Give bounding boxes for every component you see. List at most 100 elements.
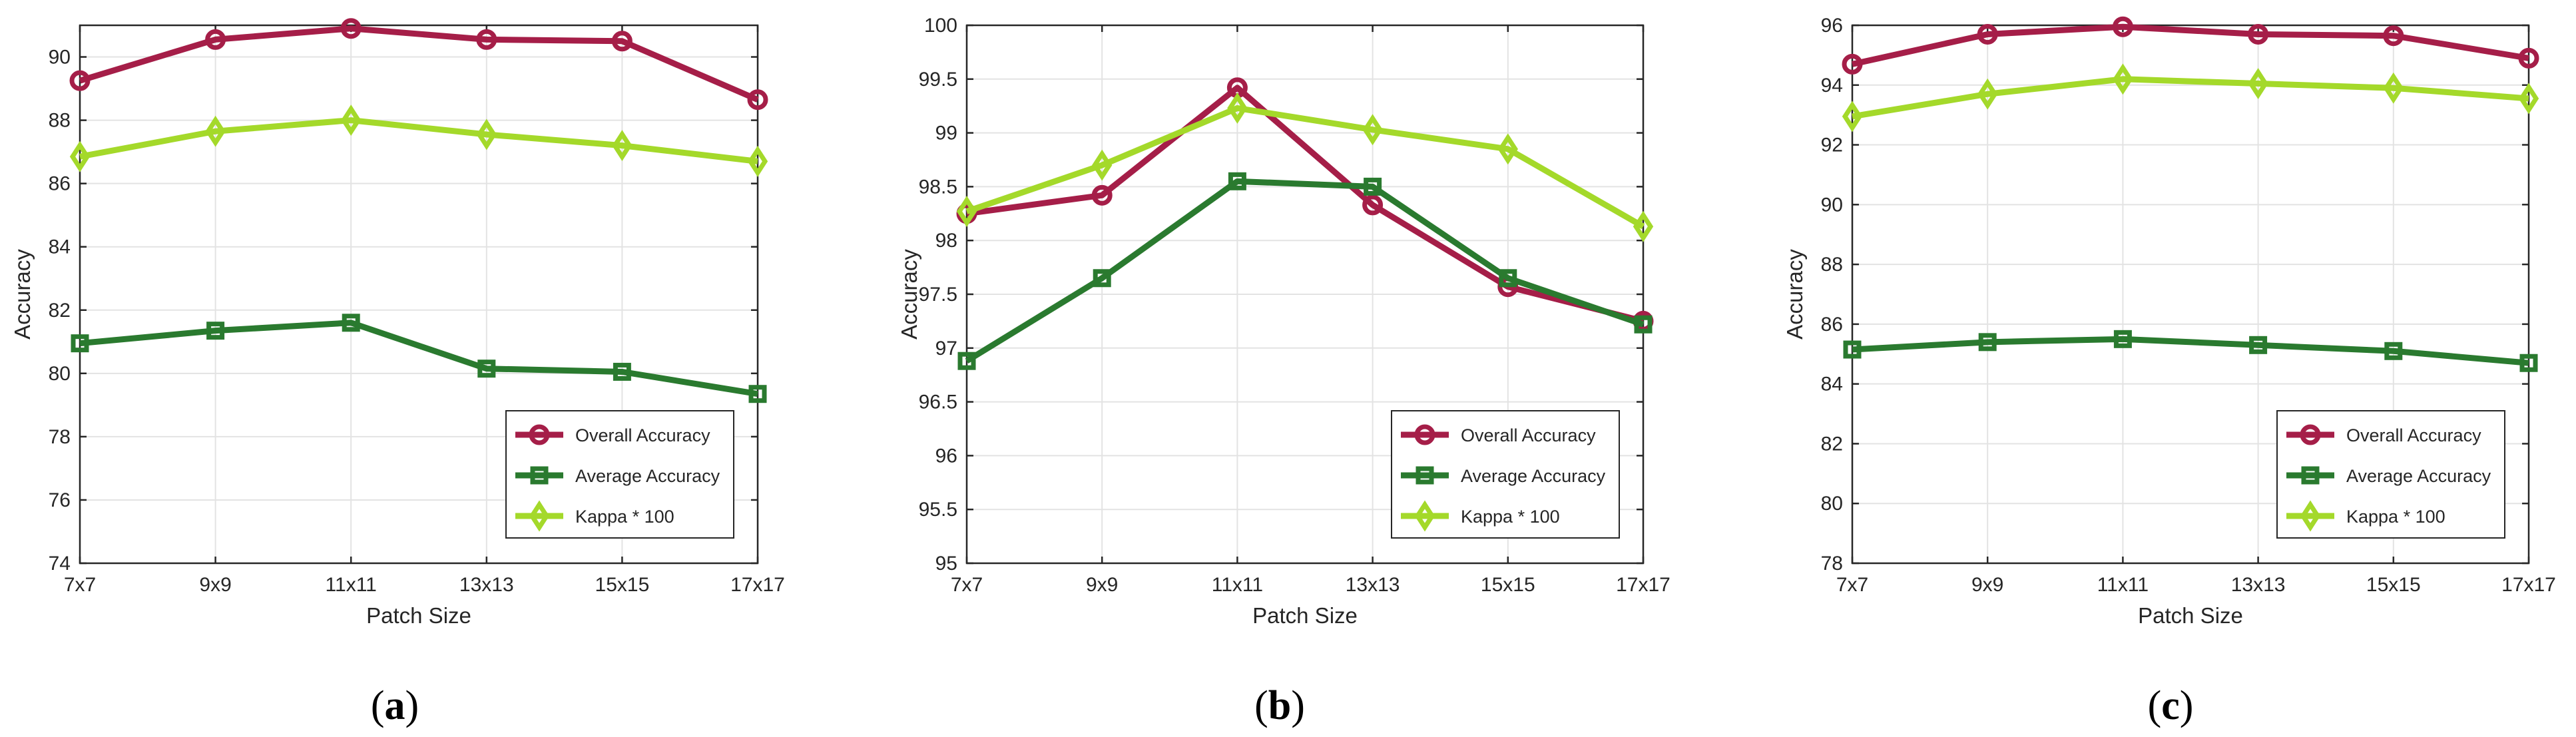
series-line [79, 25, 759, 103]
y-tick-label: 82 [49, 300, 71, 322]
legend-entry: Kappa * 100 [2286, 500, 2446, 532]
data-point [956, 196, 977, 228]
data-point [2249, 336, 2268, 354]
data-point [69, 70, 91, 91]
legend-label: Kappa * 100 [575, 507, 674, 527]
series-average-accuracy [71, 314, 767, 403]
y-tick-label: 90 [49, 47, 71, 69]
y-tick-label: 96.5 [919, 391, 957, 413]
data-point [613, 362, 631, 381]
data-point [1634, 315, 1653, 334]
y-tick-label: 90 [1821, 194, 1843, 216]
legend-marker [1414, 424, 1435, 445]
y-tick-label: 99.5 [919, 69, 957, 91]
y-tick-label: 96 [935, 445, 957, 467]
legend-entry: Overall Accuracy [2286, 424, 2481, 445]
data-point [612, 130, 633, 162]
data-point [1227, 92, 1248, 124]
legend-marker [2300, 424, 2321, 445]
data-point [2383, 25, 2404, 47]
legend-marker [529, 424, 550, 445]
series-kappa-100 [956, 92, 1654, 242]
data-point [1977, 78, 1998, 110]
y-tick-label: 97 [935, 338, 957, 360]
y-tick-label: 80 [1821, 493, 1843, 515]
data-point [71, 334, 89, 353]
chart-panel-1: 74 76 78 80 82 84 86 88 90 7x7 9x9 11x11 13x13 15x15 1… [10, 18, 785, 728]
x-axis-label: Patch Size [366, 603, 471, 628]
y-axis-label: Accuracy [1782, 249, 1807, 340]
x-tick-label: 17x17 [1616, 574, 1671, 596]
x-tick-label: 15x15 [595, 574, 650, 596]
legend-entry: Kappa * 100 [1401, 500, 1560, 532]
y-tick-label: 95.5 [919, 499, 957, 521]
data-point [477, 360, 496, 378]
legend-marker [529, 500, 550, 532]
y-tick-label: 84 [1821, 373, 1843, 395]
x-tick-label: 9x9 [1086, 574, 1118, 596]
data-point [1362, 194, 1384, 216]
axes-box [1851, 24, 2530, 565]
series-average-accuracy [1843, 330, 2538, 372]
series-line [79, 320, 758, 397]
y-axis-label: Accuracy [897, 249, 921, 340]
legend-label: Average Accuracy [1461, 466, 1606, 486]
data-point [2384, 342, 2403, 360]
data-point [476, 119, 497, 150]
y-tick-label: 97.5 [919, 284, 957, 306]
series-line [79, 117, 758, 164]
legend-label: Kappa * 100 [1461, 507, 1560, 527]
data-point [1842, 53, 1863, 75]
data-point [69, 140, 91, 172]
x-tick-label: 7x7 [64, 574, 96, 596]
data-point [206, 322, 225, 340]
legend-label: Overall Accuracy [2346, 425, 2481, 445]
legend: Overall Accuracy Average Accuracy Kappa * … [1391, 410, 1620, 539]
series-overall-accuracy [69, 18, 768, 111]
series-line [1852, 336, 2529, 366]
y-axis-label: Accuracy [10, 249, 35, 340]
y-tick-label: 86 [49, 173, 71, 195]
data-point [1842, 101, 1863, 132]
legend-marker [1414, 500, 1435, 532]
legend: Overall Accuracy Average Accuracy Kappa * … [505, 410, 734, 539]
panel-caption: (c) [2148, 683, 2194, 728]
data-point [205, 29, 226, 50]
data-point [1092, 149, 1113, 181]
legend-marker [1416, 466, 1434, 485]
y-tick-label: 84 [49, 236, 71, 258]
data-point [1497, 133, 1518, 165]
y-tick-label: 98.5 [919, 176, 957, 198]
x-axis-label: Patch Size [1252, 603, 1358, 628]
data-point [1364, 177, 1382, 196]
x-tick-label: 11x11 [326, 574, 377, 596]
x-tick-label: 13x13 [1346, 574, 1400, 596]
x-tick-label: 17x17 [730, 574, 785, 596]
data-point [341, 105, 362, 136]
y-tick-label: 78 [1821, 553, 1843, 575]
data-point [1362, 114, 1383, 146]
data-point [1977, 23, 1998, 45]
legend-marker [2300, 500, 2321, 532]
data-point [2518, 47, 2539, 69]
data-point [1978, 333, 1997, 352]
y-tick-label: 88 [49, 110, 71, 132]
y-tick-label: 82 [1821, 433, 1843, 455]
x-tick-label: 13x13 [2231, 574, 2286, 596]
legend-marker [2301, 466, 2320, 485]
y-tick-label: 95 [935, 553, 957, 575]
chart-panel-2: 95 95.5 96 96.5 97 97.5 98 98.5 99 99.5 100 7x7 9x9 1… [897, 15, 1671, 728]
y-tick-label: 100 [924, 15, 957, 37]
x-tick-label: 15x15 [1481, 574, 1535, 596]
x-tick-label: 9x9 [199, 574, 231, 596]
legend-label: Average Accuracy [2346, 466, 2491, 486]
legend-entry: Average Accuracy [2286, 466, 2491, 486]
data-point [1228, 172, 1246, 190]
series-line [965, 178, 1645, 364]
series-overall-accuracy [1842, 16, 2539, 75]
data-point [1091, 184, 1113, 206]
legend-entry: Average Accuracy [515, 466, 720, 486]
chart-panel-3: 78 80 82 84 86 88 90 92 94 96 7x7 9x9 11x11 13x13 15x1… [1782, 15, 2556, 728]
data-point [476, 29, 497, 50]
legend-entry: Overall Accuracy [515, 424, 710, 445]
